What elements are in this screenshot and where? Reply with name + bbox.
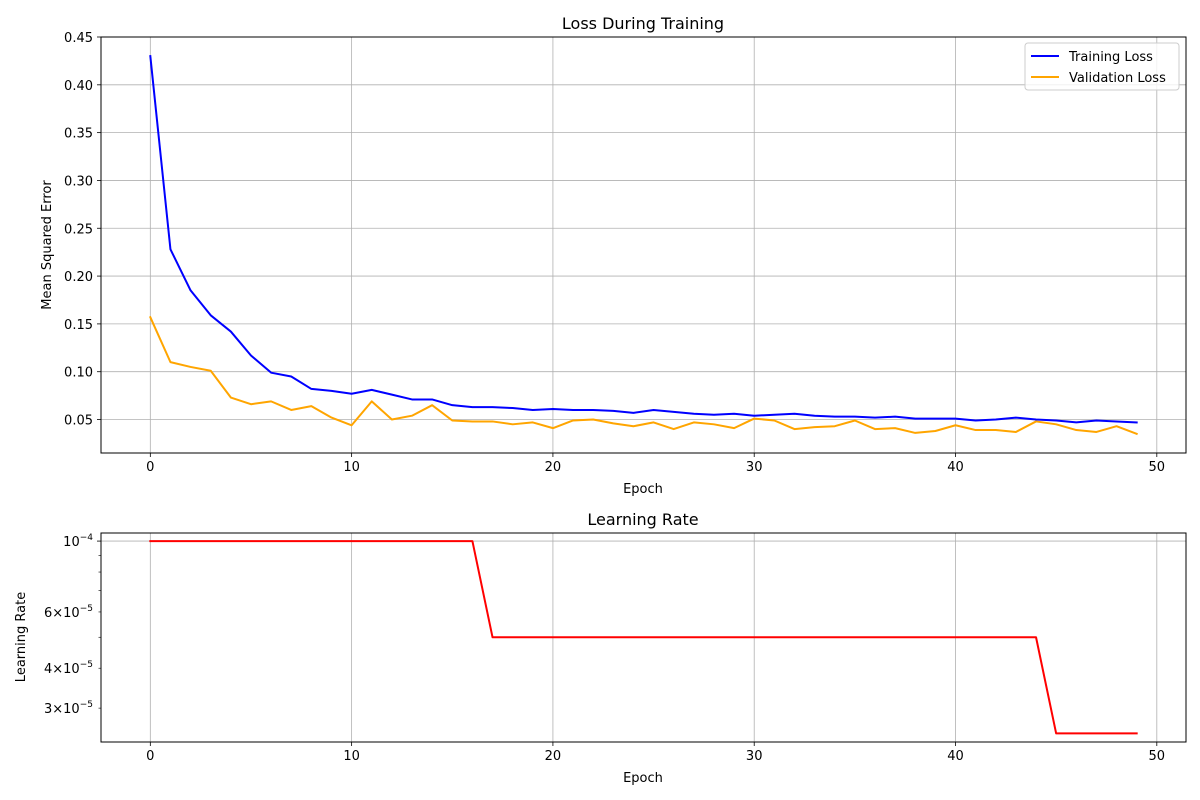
loss-x-tick-label: 10 <box>343 460 360 475</box>
loss-y-tick-label: 0.45 <box>64 31 93 46</box>
lr-x-tick-label: 50 <box>1149 749 1166 764</box>
loss-x-axis-label: Epoch <box>623 482 663 497</box>
lr-y-axis-label: Learning Rate <box>14 592 29 682</box>
loss-y-tick-label: 0.40 <box>64 79 93 94</box>
loss-ticks: 0 10 20 30 40 50 0.05 0.10 0.15 0.20 0.25 0.30 0.35 0… <box>64 31 1165 475</box>
loss-chart-title: Loss During Training <box>562 14 724 33</box>
lr-x-tick-label: 30 <box>746 749 763 764</box>
lr-chart-title: Learning Rate <box>587 510 698 529</box>
loss-legend-label-validation: Validation Loss <box>1069 71 1166 86</box>
loss-y-tick-label: 0.10 <box>64 366 93 381</box>
loss-x-tick-label: 20 <box>545 460 562 475</box>
learning-rate-line <box>149 540 1138 735</box>
lr-x-tick-label: 20 <box>545 749 562 764</box>
loss-y-tick-label: 0.25 <box>64 222 93 237</box>
validation-loss-line <box>148 315 1138 436</box>
lr-series-group <box>149 540 1138 735</box>
loss-y-tick-label: 0.35 <box>64 127 93 142</box>
loss-y-tick-label: 0.20 <box>64 270 93 285</box>
training-loss-line <box>149 55 1138 424</box>
lr-x-axis-label: Epoch <box>623 771 663 786</box>
loss-chart: Loss During Training 0 10 20 30 40 50 0.05 0.10… <box>40 14 1187 497</box>
lr-x-tick-label: 10 <box>343 749 360 764</box>
loss-y-tick-label: 0.05 <box>64 414 93 429</box>
lr-x-tick-label: 0 <box>146 749 154 764</box>
loss-plot-frame <box>100 36 1187 454</box>
loss-x-tick-label: 40 <box>947 460 964 475</box>
loss-legend: Training Loss Validation Loss <box>1024 42 1180 91</box>
loss-x-tick-label: 0 <box>146 460 154 475</box>
loss-x-tick-label: 30 <box>746 460 763 475</box>
loss-y-tick-label: 0.15 <box>64 318 93 333</box>
loss-series-group <box>148 55 1138 436</box>
loss-y-axis-label: Mean Squared Error <box>40 180 55 310</box>
loss-legend-label-training: Training Loss <box>1068 50 1153 65</box>
loss-y-tick-label: 0.30 <box>64 174 93 189</box>
loss-x-tick-label: 50 <box>1149 460 1166 475</box>
lr-x-tick-label: 40 <box>947 749 964 764</box>
loss-legend-frame <box>1024 42 1180 91</box>
